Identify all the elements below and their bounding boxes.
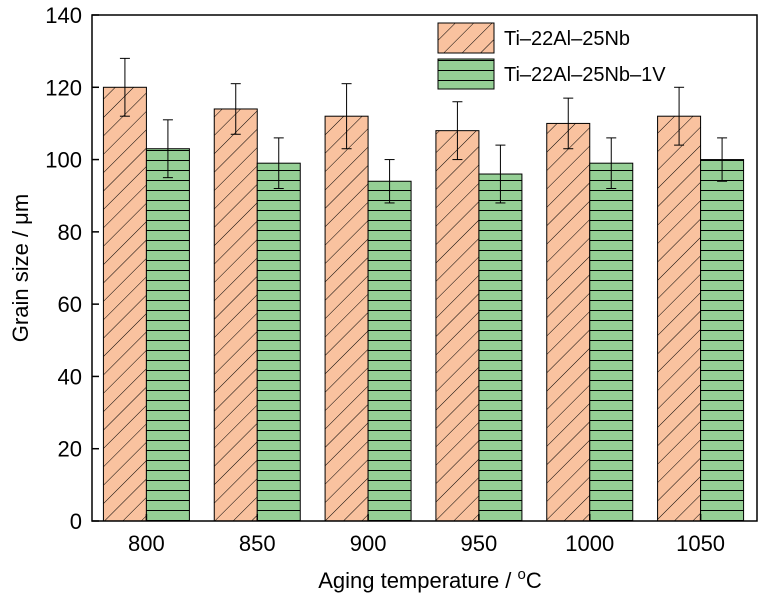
bar-series-1-800: [102, 86, 147, 522]
y-tick-label: 40: [58, 364, 82, 389]
legend-label-series-1: Ti–22Al–25Nb: [504, 28, 630, 50]
y-tick-label: 0: [70, 509, 82, 534]
error-bar-series-1-1000: [563, 97, 574, 150]
x-tick-label-850: 850: [239, 531, 276, 556]
y-tick-label: 100: [45, 148, 82, 173]
y-axis-title: Grain size / μm: [8, 194, 33, 342]
x-tick-label-950: 950: [461, 531, 498, 556]
legend-label-series-2: Ti–22Al–25Nb–1V: [504, 64, 666, 86]
x-axis-ticks: 800 850 900 950 1000 1050: [128, 514, 725, 556]
bar-series-1-950: [435, 130, 480, 522]
y-tick-label: 140: [45, 3, 82, 28]
y-tick-label: 120: [45, 75, 82, 100]
bar-series-2-1050: [700, 159, 745, 522]
x-tick-label-1050: 1050: [676, 531, 725, 556]
bar-series-1-900: [324, 115, 369, 522]
error-bar-series-1-900: [341, 83, 352, 150]
error-bar-series-1-850: [230, 83, 241, 135]
error-bar-series-2-1050: [717, 137, 728, 182]
bar-series-2-950: [478, 173, 523, 522]
y-tick-label: 60: [58, 292, 82, 317]
error-bar-series-1-950: [452, 101, 463, 161]
y-tick-label: 80: [58, 220, 82, 245]
bar-series-2-1000: [589, 162, 634, 522]
bar-series-2-900: [367, 180, 412, 522]
y-tick-label: 20: [58, 437, 82, 462]
error-bars-layer: [119, 57, 728, 204]
legend: Ti–22Al–25Nb Ti–22Al–25Nb–1V: [437, 22, 666, 90]
error-bar-series-1-800: [119, 57, 130, 117]
y-axis-ticks: 0 20 40 60 80 100 120 140: [45, 3, 99, 534]
legend-swatch-series-1: [437, 22, 495, 54]
bars-layer: [102, 86, 745, 522]
bar-series-1-1000: [546, 122, 591, 522]
error-bar-series-2-800: [162, 119, 173, 179]
error-bar-series-2-950: [495, 144, 506, 204]
error-bar-series-1-1050: [674, 86, 685, 146]
bar-series-2-800: [145, 148, 190, 522]
error-bar-series-2-900: [384, 159, 395, 204]
x-axis-title: Aging temperature / oC: [318, 566, 542, 593]
plot-area-frame: [91, 14, 758, 522]
x-tick-label-900: 900: [350, 531, 387, 556]
error-bar-series-2-850: [273, 137, 284, 189]
bar-series-2-850: [256, 162, 301, 522]
bar-series-1-850: [213, 108, 258, 522]
x-tick-label-1000: 1000: [565, 531, 614, 556]
x-tick-label-800: 800: [128, 531, 165, 556]
bar-series-1-1050: [657, 115, 702, 522]
error-bar-series-2-1000: [606, 137, 617, 189]
legend-swatch-series-2: [437, 58, 495, 90]
